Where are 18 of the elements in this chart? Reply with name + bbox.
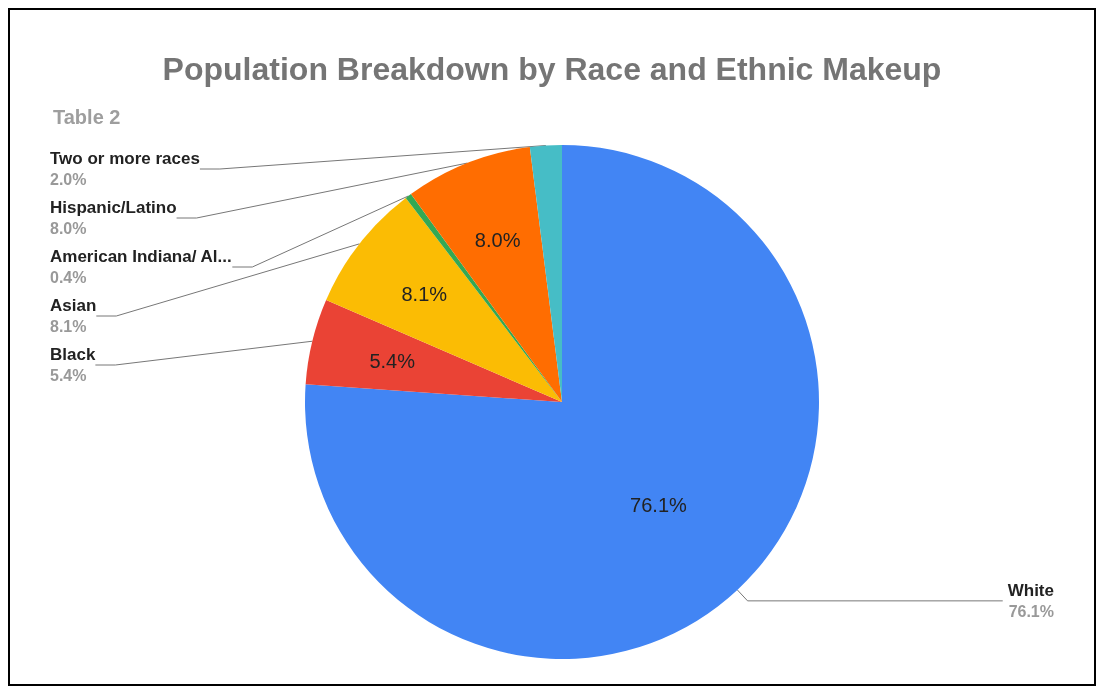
data-label: 0.4% [50,269,87,287]
slice-label: Hispanic/Latino [50,198,177,218]
text: 76.1% [630,494,687,517]
data-label: 8.1% [50,318,87,336]
slice-label: American Indiana/ Al... [50,247,232,267]
slice-label: White [1007,581,1054,601]
text: 8.1% [401,283,448,306]
slice-label: Two or more races [50,149,200,169]
chart-title: Population Breakdown by Race and Ethnic Makeup [162,51,942,87]
data-label: 5.4% [50,367,87,385]
text: 8.0% [50,220,87,238]
data-label: 76.1% [1008,603,1054,621]
slice-label: Black [50,345,96,365]
slice-label: Asian [50,296,97,316]
chart-subtitle: Table 2 [53,106,121,128]
data-label: 2.0% [50,171,87,189]
text: 5.4% [369,349,415,372]
data-label: 8.0% [474,228,521,251]
